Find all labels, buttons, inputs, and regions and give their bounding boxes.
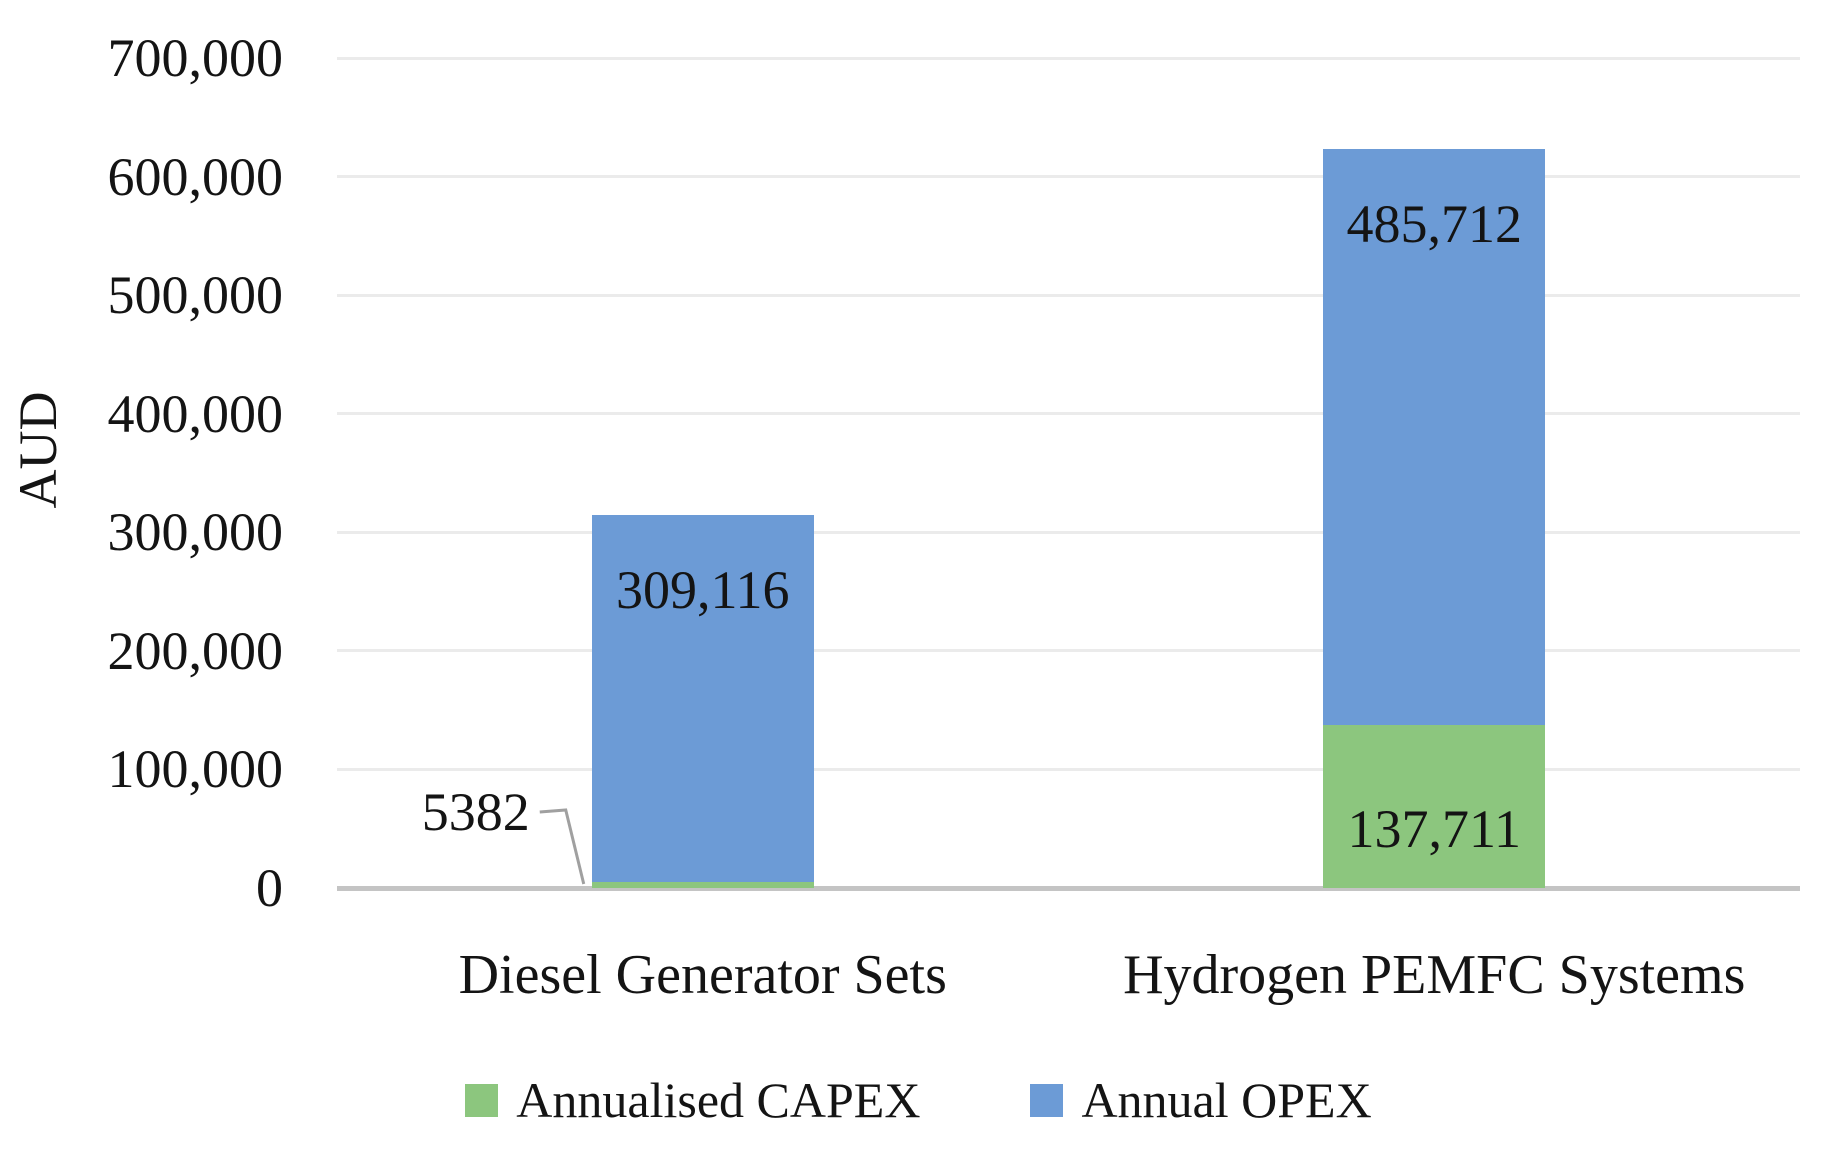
annual-opex-bar-segment — [1323, 148, 1546, 725]
y-tick-label: 0 — [256, 858, 283, 918]
legend-item-annual-opex: Annual OPEX — [1030, 1072, 1372, 1128]
x-axis-line — [337, 885, 1800, 891]
annualised-capex-bar-segment — [591, 881, 814, 888]
annual-opex-bar-segment — [591, 515, 814, 882]
x-category-label: Hydrogen PEMFC Systems — [1123, 944, 1746, 1006]
y-tick-label: 700,000 — [107, 28, 284, 88]
legend-item-annualised-capex: Annualised CAPEX — [465, 1072, 920, 1128]
gridline — [337, 56, 1800, 60]
data-label-callout-line — [539, 808, 586, 885]
legend-swatch-annualised-capex — [465, 1083, 499, 1117]
y-tick-label: 100,000 — [107, 739, 284, 800]
y-tick-label: 400,000 — [107, 383, 284, 444]
legend-label-annualised-capex: Annualised CAPEX — [516, 1072, 921, 1128]
y-tick-label: 600,000 — [107, 146, 284, 207]
gridline — [337, 767, 1800, 771]
y-tick-label: 300,000 — [107, 502, 284, 563]
legend-swatch-annual-opex — [1030, 1083, 1064, 1117]
data-label: 309,116 — [616, 560, 790, 621]
data-label: 485,712 — [1346, 193, 1523, 254]
gridline — [337, 530, 1800, 534]
data-label: 137,711 — [1347, 799, 1522, 859]
legend-label-annual-opex: Annual OPEX — [1081, 1072, 1372, 1128]
legend: Annualised CAPEX Annual OPEX — [0, 1072, 1837, 1128]
gridline — [337, 649, 1800, 653]
gridline — [337, 175, 1800, 179]
y-tick-label: 500,000 — [107, 265, 284, 326]
annualised-capex-bar-segment — [1323, 724, 1546, 888]
gridline — [337, 412, 1800, 416]
y-tick-label: 200,000 — [107, 620, 284, 681]
x-category-label: Diesel Generator Sets — [458, 944, 947, 1006]
data-label: 5382 — [421, 782, 530, 842]
gridline — [337, 293, 1800, 297]
